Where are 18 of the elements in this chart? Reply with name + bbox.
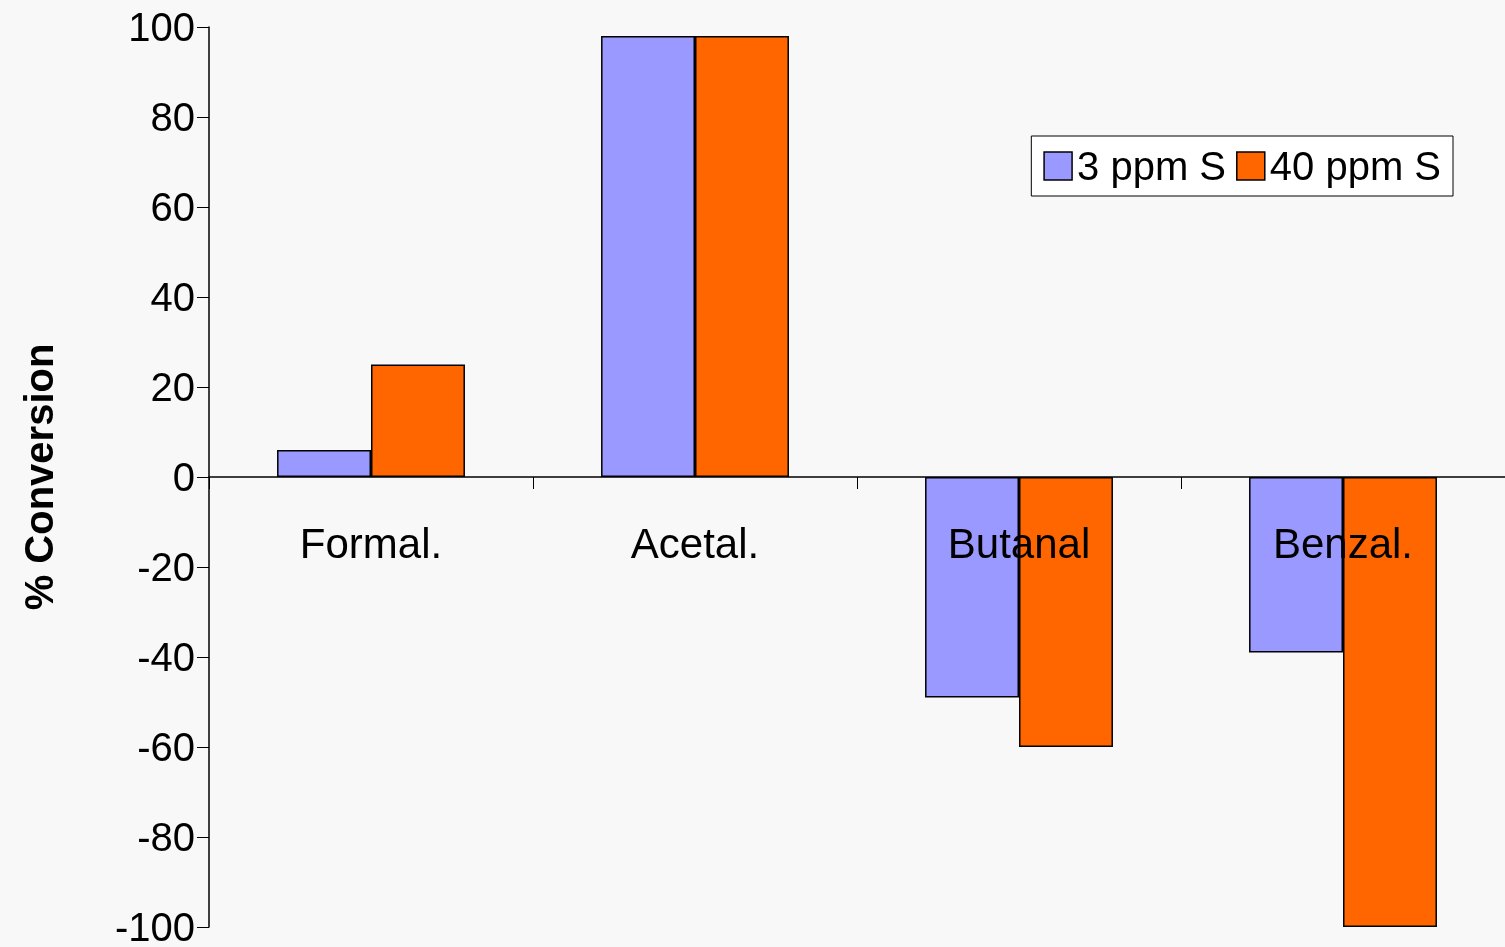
y-tick-label: 0: [172, 455, 195, 499]
y-tick-label: -100: [114, 905, 195, 947]
x-tick-label: Benzal.: [1272, 519, 1414, 567]
y-tick-label: 20: [150, 365, 195, 409]
y-tick-label: -40: [137, 635, 195, 679]
y-tick-label: 60: [150, 185, 195, 229]
legend-label: 40 ppm S: [1269, 144, 1442, 188]
y-tick-label: 80: [150, 95, 195, 139]
x-tick-label: Formal.: [299, 519, 443, 567]
x-tick-label: Acetal.: [630, 519, 760, 567]
y-tick-label: 100: [128, 5, 195, 49]
y-tick-label: -60: [137, 725, 195, 769]
y-tick-label: -20: [137, 545, 195, 589]
y-tick-label: -80: [137, 815, 195, 859]
x-tick-label: Butanal: [947, 519, 1091, 567]
legend-label: 3 ppm S: [1077, 144, 1227, 188]
y-tick-label: 40: [150, 275, 195, 319]
y-axis-title: % Conversion: [17, 343, 61, 611]
